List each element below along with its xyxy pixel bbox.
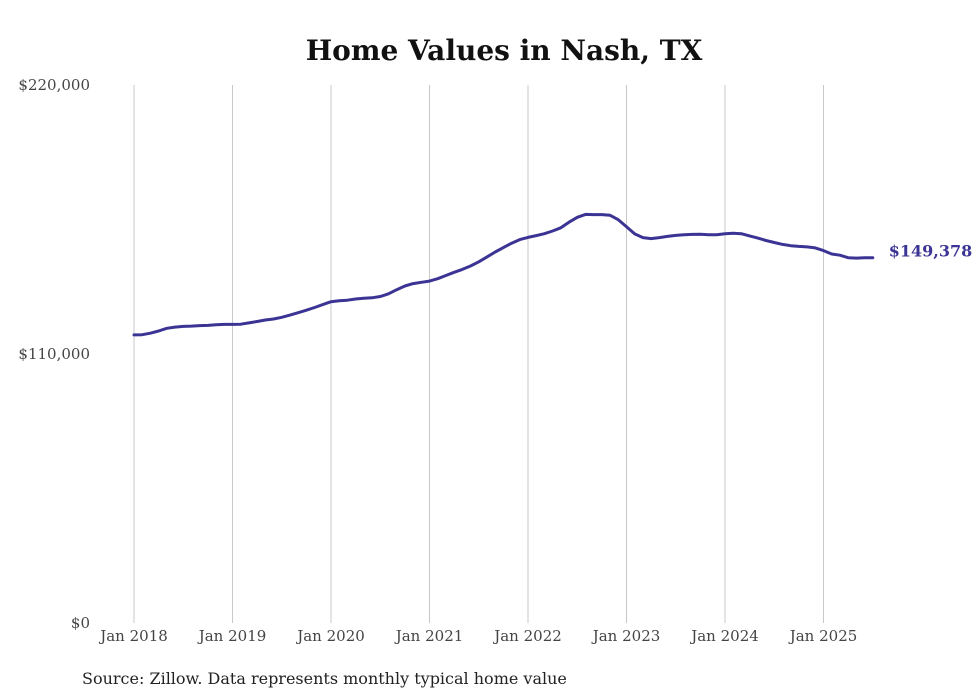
y-tick-label: $0 <box>71 614 90 632</box>
chart-title: Home Values in Nash, TX <box>306 34 703 67</box>
x-tick-label: Jan 2025 <box>788 627 858 645</box>
x-tick-label: Jan 2022 <box>492 627 562 645</box>
series-line <box>132 212 875 337</box>
y-tick-label: $220,000 <box>18 76 90 94</box>
end-value-label: $149,378 <box>889 242 973 261</box>
x-tick-label: Jan 2024 <box>689 627 759 645</box>
x-tick-label: Jan 2023 <box>591 627 661 645</box>
x-axis-ticks: Jan 2018 Jan 2019 Jan 2020 Jan 2021 Jan 2022… <box>98 627 857 645</box>
x-tick-label: Jan 2021 <box>394 627 464 645</box>
source-note: Source: Zillow. Data represents monthly … <box>82 669 567 688</box>
x-gridlines <box>133 85 824 623</box>
x-tick-label: Jan 2018 <box>98 627 168 645</box>
y-axis-ticks: $0 $110,000 $220,000 <box>18 76 90 632</box>
x-tick-label: Jan 2019 <box>197 627 267 645</box>
y-tick-label: $110,000 <box>18 345 90 363</box>
x-tick-label: Jan 2020 <box>295 627 365 645</box>
